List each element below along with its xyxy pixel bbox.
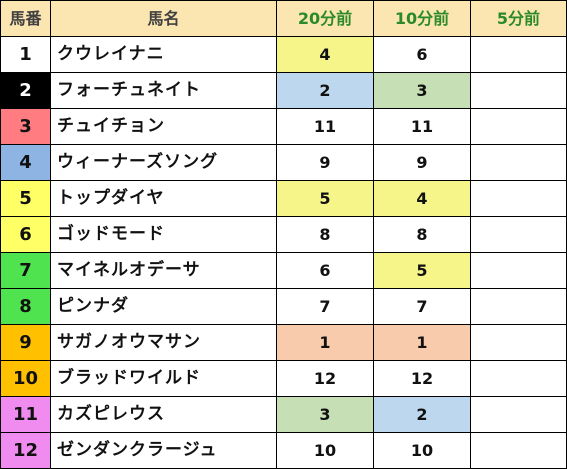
rank-20min-cell: 8 [276,216,374,253]
horse-number-cell: 3 [0,108,51,145]
rank-5min-cell [470,144,567,181]
rank-5min-cell [470,36,567,73]
horse-name-cell: サガノオウマサン [50,324,277,361]
rank-5min-cell [470,360,567,397]
rank-5min-cell [470,432,567,469]
horse-row: 4 ウィーナーズソング 9 9 [0,144,567,181]
horse-name-cell: トップダイヤ [50,180,277,217]
horse-number-cell: 10 [0,360,51,397]
horse-name-cell: ブラッドワイルド [50,360,277,397]
rank-20min-cell: 3 [276,396,374,433]
rank-5min-cell [470,72,567,109]
horse-name-cell: カズピレウス [50,396,277,433]
rank-20min-cell: 2 [276,72,374,109]
horse-row: 12 ゼンダンクラージュ 10 10 [0,432,567,469]
rank-5min-cell [470,108,567,145]
rank-10min-cell: 2 [373,396,471,433]
rank-20min-cell: 5 [276,180,374,217]
horse-row: 10 ブラッドワイルド 12 12 [0,360,567,397]
horse-name-cell: ゼンダンクラージュ [50,432,277,469]
rank-20min-cell: 10 [276,432,374,469]
header-number: 馬番 [0,0,51,37]
horse-row: 3 チュイチョン 11 11 [0,108,567,145]
horse-name-cell: ウィーナーズソング [50,144,277,181]
horse-row: 11 カズピレウス 3 2 [0,396,567,433]
horse-number-cell: 6 [0,216,51,253]
horse-number-cell: 7 [0,252,51,289]
horse-row: 5 トップダイヤ 5 4 [0,180,567,217]
rank-5min-cell [470,216,567,253]
rank-10min-cell: 12 [373,360,471,397]
rank-10min-cell: 4 [373,180,471,217]
rank-5min-cell [470,288,567,325]
horse-number-cell: 1 [0,36,51,73]
rank-20min-cell: 11 [276,108,374,145]
horse-name-cell: ゴッドモード [50,216,277,253]
header-10min-before: 10分前 [373,0,471,37]
horse-number-cell: 11 [0,396,51,433]
header-5min-before: 5分前 [470,0,567,37]
horse-row: 2 フォーチュネイト 2 3 [0,72,567,109]
rank-20min-cell: 4 [276,36,374,73]
horse-number-cell: 5 [0,180,51,217]
rank-20min-cell: 9 [276,144,374,181]
horse-name-cell: ピンナダ [50,288,277,325]
rank-10min-cell: 10 [373,432,471,469]
rank-10min-cell: 1 [373,324,471,361]
header-20min-before: 20分前 [276,0,374,37]
horse-row: 1 クウレイナニ 4 6 [0,36,567,73]
horse-number-cell: 2 [0,72,51,109]
horse-name-cell: マイネルオデーサ [50,252,277,289]
horse-row: 8 ピンナダ 7 7 [0,288,567,325]
horse-number-cell: 4 [0,144,51,181]
rank-5min-cell [470,180,567,217]
rank-20min-cell: 1 [276,324,374,361]
horse-number-cell: 8 [0,288,51,325]
header-horse-name: 馬名 [50,0,277,37]
rank-5min-cell [470,396,567,433]
horse-number-cell: 9 [0,324,51,361]
rank-20min-cell: 6 [276,252,374,289]
rank-10min-cell: 8 [373,216,471,253]
rank-10min-cell: 6 [373,36,471,73]
rank-20min-cell: 7 [276,288,374,325]
header-row: 馬番 馬名 20分前 10分前 5分前 [0,0,567,37]
rank-5min-cell [470,252,567,289]
rank-10min-cell: 7 [373,288,471,325]
horse-row: 9 サガノオウマサン 1 1 [0,324,567,361]
horse-number-cell: 12 [0,432,51,469]
horse-name-cell: フォーチュネイト [50,72,277,109]
rank-5min-cell [470,324,567,361]
horse-name-cell: クウレイナニ [50,36,277,73]
horse-name-cell: チュイチョン [50,108,277,145]
rank-10min-cell: 5 [373,252,471,289]
rank-10min-cell: 3 [373,72,471,109]
horse-row: 7 マイネルオデーサ 6 5 [0,252,567,289]
rank-20min-cell: 12 [276,360,374,397]
horse-row: 6 ゴッドモード 8 8 [0,216,567,253]
rank-10min-cell: 9 [373,144,471,181]
rank-10min-cell: 11 [373,108,471,145]
